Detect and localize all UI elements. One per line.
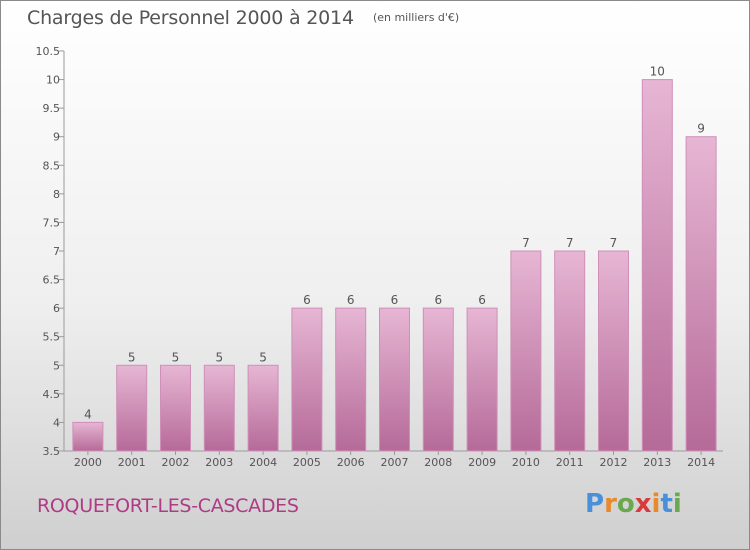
- logo-letter: o: [616, 489, 635, 519]
- x-tick-label: 2004: [249, 456, 277, 469]
- bar-2002: [160, 364, 191, 452]
- x-tick-label: 2000: [74, 456, 102, 469]
- x-tick-label: 2008: [424, 456, 452, 469]
- x-tick-label: 2007: [381, 456, 409, 469]
- x-tick-label: 2005: [293, 456, 321, 469]
- chart-title: Charges de Personnel 2000 à 2014: [27, 7, 354, 29]
- bar-2010: [510, 250, 542, 452]
- bar-2005: [291, 307, 323, 452]
- y-tick-label: 10: [46, 74, 60, 87]
- data-label: 7: [566, 236, 574, 250]
- logo-letter: x: [634, 489, 652, 519]
- chart-subtitle: (en milliers d'€): [372, 11, 460, 24]
- y-tick-label: 5.5: [43, 331, 61, 344]
- x-tick-label: 2006: [337, 456, 365, 469]
- y-tick-label: 8: [53, 188, 60, 201]
- data-label: 6: [347, 293, 355, 307]
- data-label: 5: [259, 350, 267, 364]
- data-label: 5: [128, 350, 136, 364]
- bar-2006: [335, 307, 367, 452]
- commune-name: ROQUEFORT-LES-CASCADES: [37, 495, 299, 517]
- bar-2013: [641, 79, 673, 452]
- y-tick-label: 6.5: [43, 274, 61, 287]
- x-tick-label: 2010: [512, 456, 540, 469]
- bar-2007: [379, 307, 410, 452]
- title-row: Charges de Personnel 2000 à 2014 (en mil…: [27, 7, 459, 35]
- data-label: 7: [610, 236, 618, 250]
- x-tick-label: 2013: [643, 456, 671, 469]
- data-label: 6: [478, 293, 486, 307]
- logo-letter: r: [604, 489, 617, 519]
- proxiti-logo: Proxiti: [585, 489, 682, 519]
- logo-letter: t: [660, 489, 673, 519]
- bar-2004: [247, 364, 279, 452]
- y-tick-label: 9: [53, 131, 60, 144]
- bar-2001: [116, 364, 148, 452]
- y-tick-label: 4: [53, 416, 60, 429]
- y-tick-label: 5: [53, 359, 60, 372]
- data-label: 6: [391, 293, 399, 307]
- y-tick-label: 8.5: [43, 159, 61, 172]
- x-tick-label: 2003: [205, 456, 233, 469]
- bar-2000: [72, 421, 104, 452]
- y-tick-label: 7: [53, 245, 60, 258]
- y-tick-label: 4.5: [43, 388, 61, 401]
- data-label: 6: [434, 293, 442, 307]
- bar-2009: [466, 307, 498, 452]
- labels: 3.5 4 4.5 5 5.5 6 6.5 7 7.5 8 8.5 9 9.5 10 10.5 2000 4 20…: [36, 45, 716, 469]
- y-tick-label: 3.5: [43, 445, 61, 458]
- x-tick-label: 2011: [556, 456, 584, 469]
- x-tick-label: 2014: [687, 456, 715, 469]
- y-tick-label: 10.5: [36, 45, 61, 58]
- x-tick-label: 2012: [600, 456, 628, 469]
- data-label: 5: [215, 350, 223, 364]
- logo-letter: i: [651, 489, 661, 519]
- bar-2011: [554, 250, 586, 452]
- y-tick-label: 9.5: [43, 102, 61, 115]
- data-label: 10: [650, 65, 665, 79]
- logo-letter: i: [672, 489, 682, 519]
- x-tick-label: 2001: [118, 456, 146, 469]
- data-label: 9: [697, 122, 705, 136]
- bar-2008: [422, 307, 454, 452]
- y-tick-label: 6: [53, 302, 60, 315]
- x-tick-label: 2009: [468, 456, 496, 469]
- x-tick-label: 2002: [162, 456, 190, 469]
- logo-letter: P: [585, 489, 605, 519]
- data-label: 4: [84, 407, 92, 421]
- data-label: 5: [172, 350, 180, 364]
- bar-2003: [203, 364, 235, 452]
- data-label: 6: [303, 293, 311, 307]
- bar-2012: [598, 250, 629, 452]
- bar-2014: [685, 136, 717, 452]
- y-tick-label: 7.5: [43, 216, 61, 229]
- data-label: 7: [522, 236, 530, 250]
- bars: [72, 79, 717, 452]
